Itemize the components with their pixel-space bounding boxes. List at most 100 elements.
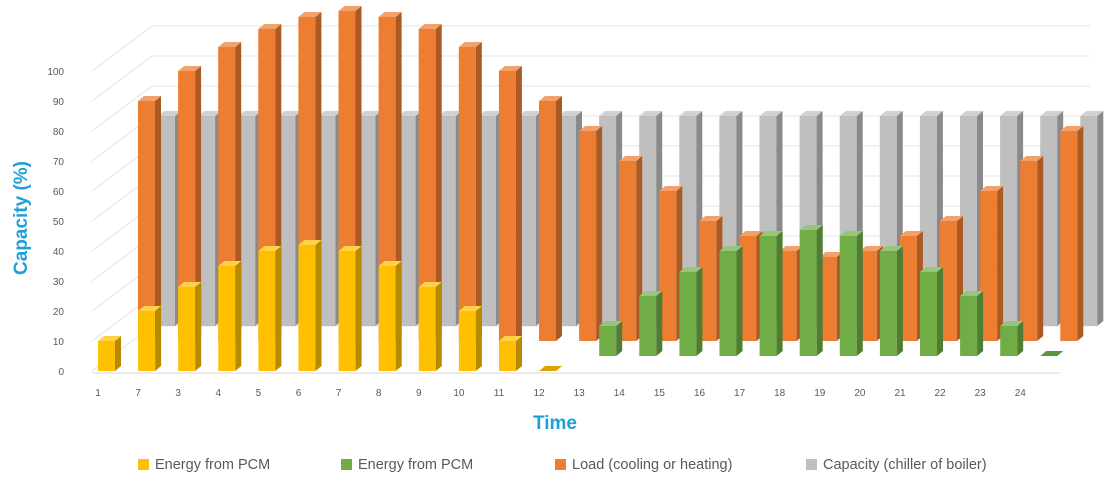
bar (819, 252, 843, 341)
legend-item: Energy from PCM (138, 457, 270, 473)
bar (218, 261, 242, 371)
bar (599, 321, 623, 356)
x-axis-title: Time (533, 413, 577, 434)
x-tick-label: 6 (296, 388, 302, 399)
y-tick-label: 10 (53, 337, 65, 348)
bar (318, 111, 342, 326)
x-tick-label: 18 (774, 388, 786, 399)
bar (1040, 351, 1064, 356)
bar (378, 12, 402, 341)
gridline (91, 55, 1090, 102)
legend-label: Energy from PCM (358, 457, 473, 473)
x-tick-label: 24 (1015, 388, 1027, 399)
x-tick-label: 7 (135, 388, 141, 399)
bar (98, 336, 121, 371)
y-axis-ticks: 0 10 20 30 40 50 60 70 80 90 100 (47, 67, 64, 378)
bar (899, 231, 923, 341)
bar (238, 111, 262, 326)
bar (499, 336, 522, 371)
x-tick-label: 9 (416, 388, 422, 399)
x-tick-label: 8 (376, 388, 382, 399)
bar (779, 246, 803, 341)
bar (418, 282, 442, 371)
legend-label: Energy from PCM (155, 457, 270, 473)
bar (639, 111, 663, 326)
bar (298, 240, 322, 371)
gridline (91, 25, 1090, 72)
bar (940, 216, 963, 341)
x-tick-label: 5 (256, 388, 262, 399)
bar (920, 267, 943, 356)
bar (579, 126, 603, 341)
bar (198, 111, 222, 326)
legend-swatch (555, 459, 566, 470)
x-tick-label: 13 (574, 388, 586, 399)
legend: Energy from PCM Energy from PCM Load (cool… (138, 457, 987, 473)
bar (699, 216, 723, 341)
bar (539, 96, 562, 341)
bar (639, 291, 663, 356)
bar (358, 111, 382, 326)
x-tick-label: 16 (694, 388, 706, 399)
legend-label: Capacity (chiller of boiler) (823, 457, 987, 473)
y-tick-label: 100 (47, 67, 64, 78)
legend-item: Capacity (chiller of boiler) (806, 457, 987, 473)
y-tick-label: 30 (53, 277, 65, 288)
bar (498, 66, 522, 341)
y-tick-label: 50 (53, 217, 65, 228)
bar (759, 231, 783, 356)
y-axis-title: Capacity (%) (11, 161, 32, 275)
bar (980, 186, 1004, 341)
y-tick-label: 0 (58, 367, 64, 378)
x-tick-label: 4 (216, 388, 222, 399)
bar (659, 186, 683, 341)
x-tick-label: 11 (494, 388, 505, 399)
x-tick-label: 23 (975, 388, 987, 399)
bar (178, 282, 202, 371)
bar (1080, 111, 1104, 326)
bar (539, 366, 563, 371)
legend-swatch (341, 459, 352, 470)
bar (338, 246, 362, 371)
legend-swatch (806, 459, 817, 470)
legend-item: Energy from PCM (341, 457, 473, 473)
bar (458, 306, 482, 371)
bar (278, 111, 302, 326)
gridline (91, 85, 1090, 132)
bar (178, 66, 202, 341)
y-tick-label: 80 (53, 127, 65, 138)
bar (518, 111, 542, 326)
bar (158, 111, 181, 326)
bar (258, 246, 282, 371)
bar (719, 246, 743, 356)
x-tick-label: 12 (534, 388, 546, 399)
y-tick-label: 40 (53, 247, 65, 258)
x-tick-label: 1 (95, 388, 101, 399)
y-tick-label: 70 (53, 157, 65, 168)
legend-label: Load (cooling or heating) (572, 457, 732, 473)
bar (1000, 111, 1024, 326)
x-tick-label: 14 (614, 388, 626, 399)
x-tick-label: 15 (654, 388, 666, 399)
x-tick-label: 10 (453, 388, 465, 399)
y-tick-label: 20 (53, 307, 65, 318)
bar (960, 291, 984, 356)
bar (599, 111, 623, 326)
x-tick-label: 3 (175, 388, 181, 399)
bar (1040, 111, 1064, 326)
x-tick-label: 22 (935, 388, 947, 399)
bar (1000, 321, 1024, 356)
legend-swatch (138, 459, 149, 470)
bar (458, 42, 482, 341)
bar (378, 261, 402, 371)
bar (1060, 126, 1084, 341)
bar (138, 306, 162, 371)
y-tick-label: 60 (53, 187, 65, 198)
bar (739, 231, 763, 341)
bar (839, 231, 863, 356)
x-tick-label: 21 (894, 388, 906, 399)
x-tick-label: 20 (854, 388, 866, 399)
bar (138, 96, 161, 341)
bar-layer (98, 6, 1104, 371)
